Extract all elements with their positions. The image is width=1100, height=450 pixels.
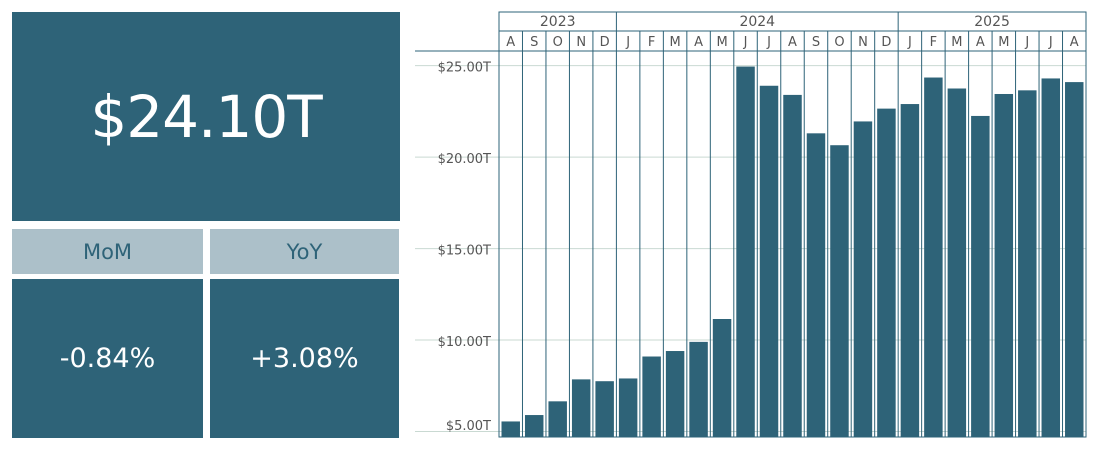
month-label: O	[553, 35, 563, 50]
month-label: S	[812, 35, 820, 50]
month-label: J	[1024, 35, 1029, 50]
month-label: N	[858, 35, 868, 50]
bar-12	[783, 94, 802, 437]
month-label: A	[788, 35, 797, 50]
month-label: A	[976, 35, 985, 50]
bar-21	[994, 93, 1014, 437]
month-label: M	[669, 35, 680, 50]
bar-10	[736, 66, 755, 437]
month-label: J	[625, 35, 630, 50]
bar-16	[877, 108, 896, 437]
bar-11	[759, 85, 779, 437]
bar-18	[924, 77, 943, 438]
year-label-2025: 2025	[974, 14, 1010, 30]
bar-17	[900, 104, 920, 438]
month-label: S	[530, 35, 538, 50]
y-tick-label: $15.00T	[438, 244, 491, 259]
month-label: J	[743, 35, 748, 50]
month-label: A	[506, 35, 515, 50]
bar-14	[830, 145, 849, 438]
bar-3	[571, 379, 591, 437]
month-label: N	[576, 35, 586, 50]
bar-13	[806, 133, 826, 438]
month-label: F	[930, 35, 937, 50]
chart-frame	[498, 11, 1087, 438]
month-label: D	[881, 35, 891, 50]
month-label: D	[600, 35, 610, 50]
bar-19	[947, 88, 967, 437]
yoy-header: YoY	[210, 229, 399, 274]
bar-22	[1018, 90, 1037, 437]
month-label: J	[766, 35, 771, 50]
bar-2	[548, 401, 567, 437]
month-label: O	[834, 35, 844, 50]
year-label-2023: 2023	[540, 14, 576, 30]
month-label: A	[694, 35, 703, 50]
y-tick-label: $20.00T	[438, 152, 491, 167]
bar-1	[524, 415, 544, 437]
bar-4	[595, 381, 614, 437]
mom-header: MoM	[12, 229, 203, 274]
bar-24	[1065, 82, 1084, 438]
month-label: A	[1070, 35, 1079, 50]
bar-23	[1041, 78, 1061, 437]
year-label-2024: 2024	[739, 14, 775, 30]
bar-20	[971, 115, 990, 438]
y-tick-label: $10.00T	[438, 335, 491, 350]
month-label: J	[1048, 35, 1053, 50]
mom-value: -0.84%	[12, 279, 203, 438]
kpi-total-value: $24.10T	[12, 12, 400, 221]
month-label: M	[951, 35, 962, 50]
yoy-value: +3.08%	[210, 279, 399, 438]
bar-15	[853, 121, 873, 438]
bar-8	[689, 341, 708, 437]
bar-6	[642, 356, 661, 437]
bar-5	[618, 378, 638, 437]
y-tick-label: $5.00T	[446, 419, 491, 434]
month-label: J	[907, 35, 912, 50]
month-label: M	[716, 35, 727, 50]
bar-0	[501, 421, 520, 437]
bar-9	[712, 319, 732, 437]
y-tick-label: $25.00T	[438, 61, 491, 76]
bar-7	[665, 351, 685, 437]
month-label: F	[648, 35, 655, 50]
month-label: M	[998, 35, 1009, 50]
